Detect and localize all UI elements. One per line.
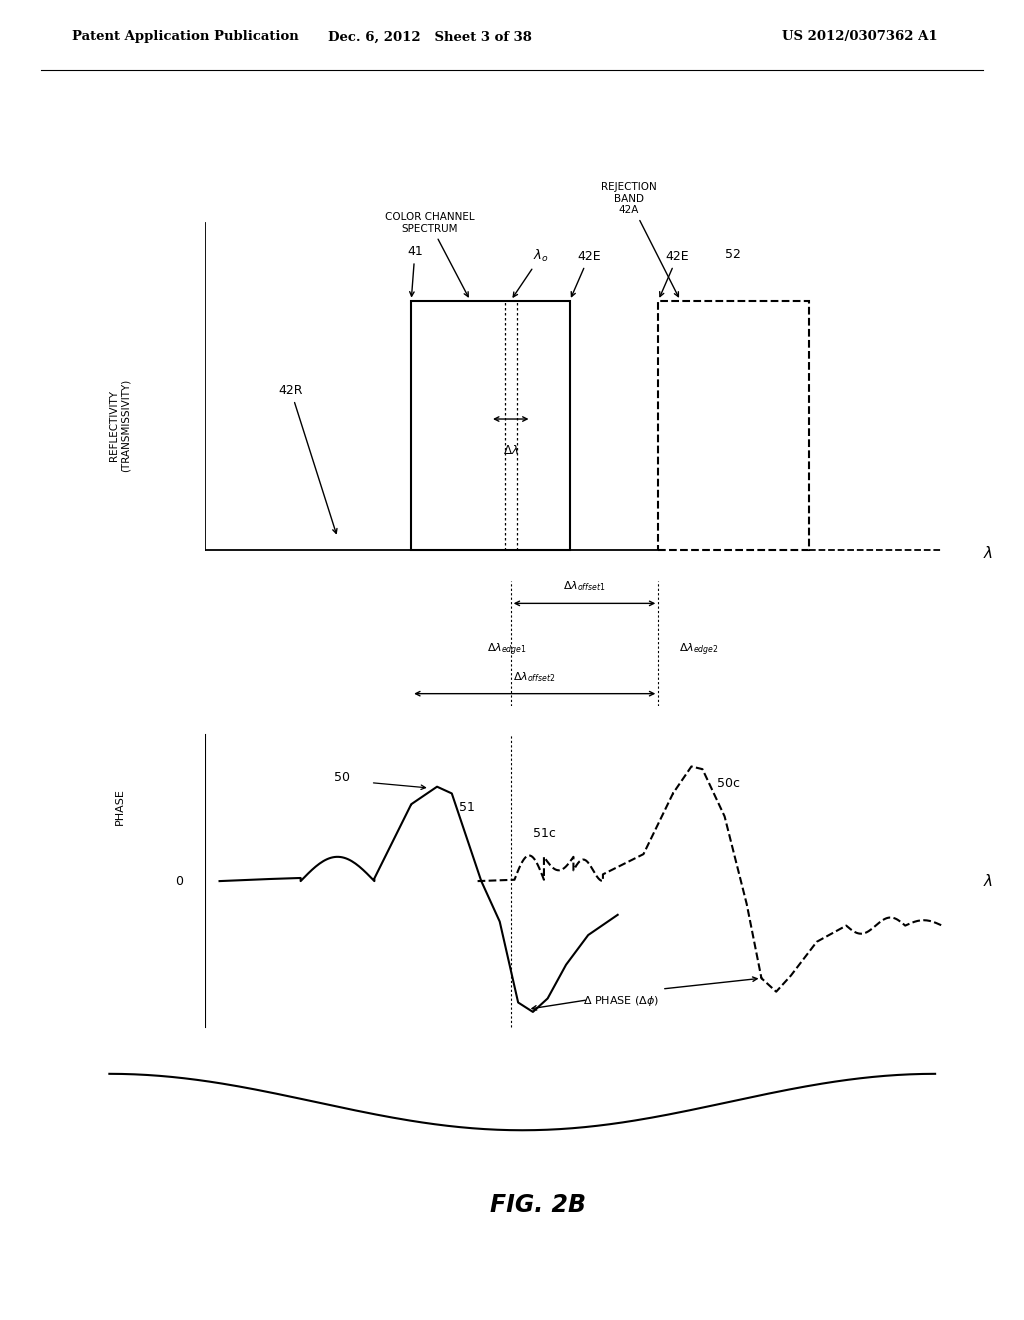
Text: $\lambda$: $\lambda$	[983, 545, 992, 561]
Text: $\Delta\lambda$: $\Delta\lambda$	[503, 444, 519, 457]
Text: FIG. 2B: FIG. 2B	[489, 1192, 586, 1217]
Bar	[658, 301, 809, 550]
Text: 50c: 50c	[717, 776, 740, 789]
Text: 0: 0	[175, 875, 182, 887]
Bar	[412, 301, 569, 550]
Text: $\Delta\lambda_{edge2}$: $\Delta\lambda_{edge2}$	[679, 642, 719, 657]
Text: Patent Application Publication: Patent Application Publication	[72, 30, 298, 44]
Text: 42E: 42E	[659, 249, 689, 297]
Text: $\Delta\lambda_{offset2}$: $\Delta\lambda_{offset2}$	[513, 669, 556, 684]
Text: US 2012/0307362 A1: US 2012/0307362 A1	[782, 30, 938, 44]
Text: 51c: 51c	[532, 826, 556, 840]
Text: 50: 50	[334, 771, 350, 784]
Text: COLOR CHANNEL
SPECTRUM: COLOR CHANNEL SPECTRUM	[385, 213, 474, 297]
Text: 52: 52	[725, 248, 740, 261]
Text: $\lambda$: $\lambda$	[983, 873, 992, 890]
Text: Dec. 6, 2012   Sheet 3 of 38: Dec. 6, 2012 Sheet 3 of 38	[328, 30, 532, 44]
Text: REFLECTIVITY
(TRANSMISSIVITY): REFLECTIVITY (TRANSMISSIVITY)	[110, 379, 131, 471]
Text: 42E: 42E	[571, 249, 601, 297]
Text: REJECTION
BAND
42A: REJECTION BAND 42A	[601, 182, 678, 297]
Text: $\lambda_o$: $\lambda_o$	[513, 248, 549, 297]
Text: PHASE: PHASE	[115, 788, 125, 825]
Text: $\Delta\lambda_{edge1}$: $\Delta\lambda_{edge1}$	[487, 642, 527, 657]
Text: 42R: 42R	[279, 384, 337, 533]
Text: $\Delta\lambda_{offset1}$: $\Delta\lambda_{offset1}$	[563, 579, 606, 593]
Text: 41: 41	[408, 246, 423, 296]
Text: 51: 51	[459, 801, 475, 814]
Text: $\Delta$ PHASE ($\Delta\phi$): $\Delta$ PHASE ($\Delta\phi$)	[584, 994, 659, 1008]
